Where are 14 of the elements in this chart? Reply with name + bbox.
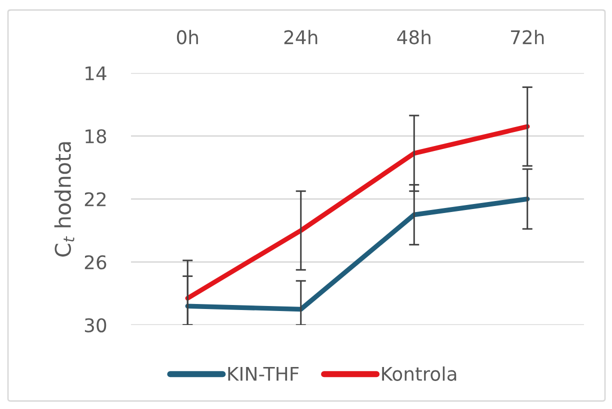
x-tick-label: 72h — [511, 30, 544, 44]
line-series — [185, 124, 530, 301]
x-tick-label: 24h — [284, 30, 318, 44]
legend-label: Kontrola — [382, 366, 456, 381]
y-tick-label: 18 — [86, 129, 106, 144]
y-tick-label: 30 — [84, 318, 106, 332]
y-tick-label: 26 — [84, 255, 106, 270]
y-tick-label: 22 — [84, 192, 106, 206]
y-axis-title: C$_{t}$ hodnota — [54, 142, 74, 257]
x-tick-label: 48h — [397, 30, 430, 44]
y-tick-label: 14 — [86, 66, 106, 80]
legend-label: KIN-THF — [228, 367, 299, 381]
line-series — [185, 196, 530, 312]
x-tick-label: 0h — [176, 30, 198, 44]
